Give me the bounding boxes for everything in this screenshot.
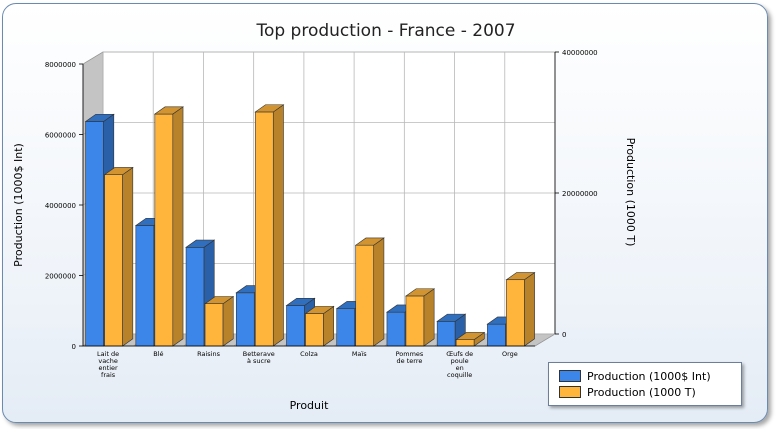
x-tick-label: Maïs (352, 350, 367, 358)
x-tick-label-line: en (456, 364, 464, 372)
bar-tonnes-7-top (455, 332, 486, 340)
bar-tonnes-6-top (404, 288, 436, 297)
bar-tonnes-1 (153, 106, 184, 347)
x-tick-label-line: Betterave (243, 350, 275, 358)
bar-tonnes-8-side (524, 271, 535, 347)
bar-tonnes-3-side (272, 104, 284, 347)
x-tick-label-line: Blé (153, 350, 163, 358)
x-axis-label: Produit (290, 399, 329, 412)
y-tick-label: 0 (72, 343, 76, 351)
bar-int-7-front (436, 321, 456, 347)
x-tick-label: Betterave à sucre (243, 350, 275, 365)
bar-tonnes-1-front (154, 113, 174, 347)
bar-int-4-top (285, 297, 316, 306)
bar-int-2-top (185, 239, 216, 248)
y2-tick-label: 0 (562, 331, 566, 339)
bar-tonnes-7 (455, 331, 486, 347)
bar-tonnes-1-top (153, 106, 184, 115)
x-tick-label: Orge (502, 350, 518, 358)
bar-int-3-front (235, 292, 255, 347)
y-tick-label: 4000000 (45, 202, 76, 210)
chart-title: Top production - France - 2007 (255, 21, 515, 41)
bar-tonnes-3-top (254, 104, 285, 113)
bar-int-0-front (85, 121, 104, 347)
bar-int-7-top (436, 313, 467, 322)
x-tick-label-line: entier (99, 364, 118, 372)
y2-tick-label: 40000000 (562, 49, 598, 57)
x-tick-label: Lait de vache entier frais (97, 350, 119, 379)
x-tick-label: Colza (300, 350, 318, 358)
bar-tonnes-6-front (405, 295, 425, 347)
bar-tonnes-3-front (254, 111, 274, 347)
bar-tonnes-2-front (204, 303, 224, 347)
legend-item-tonnes: Production (1000 T) (559, 385, 696, 399)
legend-swatch-int (559, 370, 581, 382)
bar-tonnes-6-side (423, 288, 435, 347)
x-tick-label: Raisins (197, 350, 220, 358)
bar-int-4-front (286, 305, 305, 347)
x-tick-label-line: Orge (502, 350, 518, 358)
y-tick-label: 8000000 (45, 61, 76, 69)
bar-tonnes-0 (103, 166, 134, 347)
x-tick-label-line: Colza (300, 350, 318, 358)
legend-label-tonnes: Production (1000 T) (587, 385, 696, 399)
bar-tonnes-5 (354, 237, 385, 347)
bar-tonnes-2-side (222, 295, 234, 347)
bar-tonnes-0-top (103, 167, 134, 175)
bar-tonnes-5-top (354, 237, 385, 246)
bars-layer (84, 104, 536, 347)
legend-swatch-tonnes (559, 386, 581, 398)
bar-tonnes-4 (304, 305, 335, 347)
bar-int-2-front (185, 247, 205, 347)
bar-tonnes-5-side (373, 237, 385, 347)
x-tick-label-line: Maïs (352, 350, 367, 358)
y-axis-label: Production (1000$ Int) (12, 143, 25, 267)
bar-tonnes-0-front (104, 174, 123, 347)
x-tick-label-line: Œufs de (446, 350, 473, 358)
x-tick-label-line: de terre (397, 357, 423, 365)
bar-tonnes-8-front (506, 279, 525, 347)
x-tick-label: Blé (153, 350, 163, 358)
bar-tonnes-3 (254, 104, 285, 347)
grid-line-floor (534, 333, 556, 347)
x-tick-label-line: poule (451, 357, 469, 365)
grid-line-side (82, 51, 104, 65)
x-tick-label-line: Pommes (396, 350, 424, 358)
bar-int-5-front (336, 308, 356, 347)
axes-layer: 0 2000000 4000000 6000000 8000000 0 20000000 40… (45, 49, 598, 379)
x-tick-label-line: Raisins (197, 350, 220, 358)
x-tick-label: Pommes de terre (396, 350, 424, 365)
x-tick-label-line: coquille (447, 371, 472, 379)
bar-tonnes-7-front (455, 339, 475, 347)
bar-tonnes-4-top (304, 306, 335, 314)
x-tick-label: Œufs de poule en coquille (446, 350, 473, 379)
bar-int-1-front (135, 225, 155, 347)
bar-tonnes-2 (204, 295, 235, 347)
bar-tonnes-0-side (122, 166, 134, 347)
legend: Production (1000$ Int) Production (1000 … (548, 362, 742, 406)
y-tick-label: 6000000 (45, 132, 76, 140)
bar-tonnes-8 (505, 271, 536, 347)
legend-item-int: Production (1000$ Int) (559, 369, 711, 383)
bar-tonnes-8-top (505, 272, 536, 281)
bar-tonnes-2-top (204, 296, 235, 305)
x-tick-label-line: Lait de (97, 350, 119, 358)
y2-axis-label: Production (1000 T) (624, 138, 637, 247)
bar-int-0-top (84, 113, 115, 122)
x-tick-label-line: frais (101, 371, 116, 379)
x-tick-label-line: vache (98, 357, 118, 365)
bar-tonnes-6 (404, 288, 436, 347)
bar-int-6-front (386, 311, 406, 347)
bar-tonnes-5-front (355, 244, 375, 347)
bar-tonnes-4-front (305, 313, 324, 347)
bar-tonnes-1-side (172, 106, 184, 347)
legend-label-int: Production (1000$ Int) (587, 369, 711, 383)
y-tick-label: 2000000 (45, 273, 76, 281)
x-tick-label-line: à sucre (247, 357, 271, 365)
y2-tick-label: 20000000 (562, 190, 598, 198)
bar-int-8-front (487, 323, 506, 347)
